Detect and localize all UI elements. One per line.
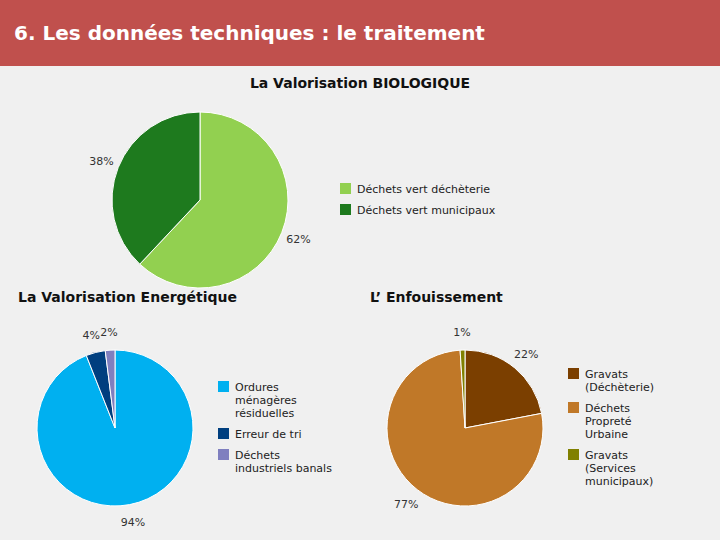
text-line: Urbaine xyxy=(585,428,628,441)
data-label: 38% xyxy=(89,155,113,168)
chart-root: 6. Les données techniques : le traitemen… xyxy=(0,0,720,540)
chart-title: La Valorisation BIOLOGIQUE xyxy=(250,75,470,91)
legend-swatch xyxy=(568,449,579,460)
text-line: (Déchèterie) xyxy=(585,381,654,394)
text-line: industriels banals xyxy=(235,462,332,475)
text-line: ménagères xyxy=(235,394,297,407)
data-label: 22% xyxy=(514,348,538,361)
text-line: Déchets vert municipaux xyxy=(357,204,496,217)
pie-slice xyxy=(86,351,115,428)
title-bar xyxy=(0,0,720,66)
legend-entry: Orduresménagèresrésiduelles xyxy=(235,381,297,420)
text-line: municipaux) xyxy=(585,475,653,488)
data-label: 1% xyxy=(453,326,470,339)
text-line: Erreur de tri xyxy=(235,428,301,441)
slices xyxy=(37,350,193,506)
legend-swatch xyxy=(568,402,579,413)
pie-chart: L’ Enfouissement22%77%1%Gravats(Déchèter… xyxy=(370,289,654,511)
data-labels: 62% 38% xyxy=(89,155,311,246)
pie-slice xyxy=(37,350,193,506)
data-label: 77% xyxy=(394,498,418,511)
data-labels: 22% 77% 1% xyxy=(394,326,538,511)
main-title: 6. Les données techniques : le traitemen… xyxy=(14,21,485,45)
text-line: résiduelles xyxy=(235,407,294,420)
legend: Gravats(Déchèterie)DéchetsPropretéUrbain… xyxy=(568,368,654,488)
legend-entry: Déchetsindustriels banals xyxy=(235,449,332,475)
text-line: (Services xyxy=(585,462,636,475)
legend-swatch xyxy=(340,183,351,194)
chart-svg: 6. Les données techniques : le traitemen… xyxy=(0,0,720,540)
chart-title: L’ Enfouissement xyxy=(370,289,503,305)
legend-swatch xyxy=(340,204,351,215)
text-line: Déchets vert déchèterie xyxy=(357,183,490,196)
legend-swatch xyxy=(568,368,579,379)
pie-chart: La Valorisation BIOLOGIQUE 62% 38% Déchets … xyxy=(89,75,495,288)
legend-entry: Déchets vert déchèterie xyxy=(357,183,490,196)
legend-entry: Gravats(Déchèterie) xyxy=(585,368,654,394)
text-line: Ordures xyxy=(235,381,279,394)
text-line: Déchets xyxy=(585,402,630,415)
data-label: 62% xyxy=(286,233,310,246)
pie-slice xyxy=(105,350,115,428)
legend-entry: Erreur de tri xyxy=(235,428,301,441)
data-label: 94% xyxy=(121,516,145,529)
legend: Déchets vert déchèterie Déchets vert muni… xyxy=(340,183,496,217)
legend-entry: Gravats(Servicesmunicipaux) xyxy=(585,449,653,488)
slices xyxy=(112,112,288,288)
slices xyxy=(387,350,543,506)
text-line: Déchets xyxy=(235,449,280,462)
legend-swatch xyxy=(218,381,229,392)
data-label: 2% xyxy=(100,326,117,339)
pie-chart: La Valorisation Energétique 94% 4%2% Ordure… xyxy=(18,289,332,529)
chart-title: La Valorisation Energétique xyxy=(18,289,237,305)
pie-slice xyxy=(112,112,200,264)
data-label: 4% xyxy=(82,329,99,342)
text-line: Propreté xyxy=(585,415,632,428)
legend-entry: Déchets vert municipaux xyxy=(357,204,496,217)
legend-swatch xyxy=(218,449,229,460)
legend: Orduresménagèresrésiduelles Erreur de tri… xyxy=(218,381,332,475)
data-labels: 94% 4%2% xyxy=(82,326,145,529)
text-line: Gravats xyxy=(585,449,628,462)
pie-slice xyxy=(387,350,543,506)
background xyxy=(0,0,720,540)
legend-swatch xyxy=(218,428,229,439)
legend-entry: DéchetsPropretéUrbaine xyxy=(585,402,632,441)
text-line: Gravats xyxy=(585,368,628,381)
pie-slice xyxy=(460,350,465,428)
